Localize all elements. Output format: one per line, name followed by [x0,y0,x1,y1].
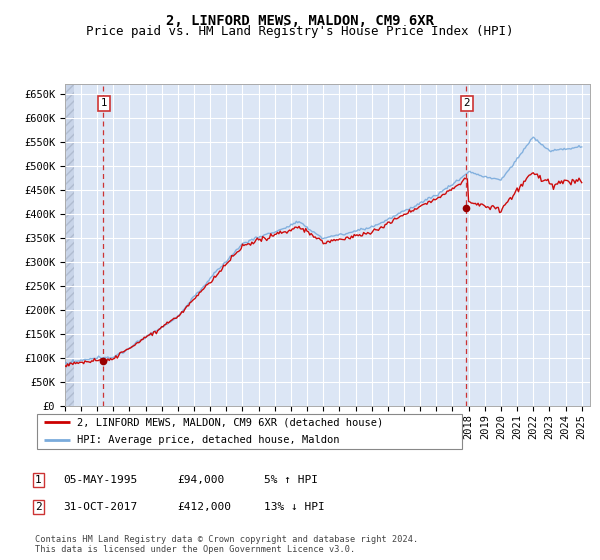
Text: Contains HM Land Registry data © Crown copyright and database right 2024.
This d: Contains HM Land Registry data © Crown c… [35,535,418,554]
Text: 13% ↓ HPI: 13% ↓ HPI [264,502,325,512]
Text: £94,000: £94,000 [177,475,224,485]
Text: 1: 1 [100,98,107,108]
Text: 05-MAY-1995: 05-MAY-1995 [63,475,137,485]
Text: £412,000: £412,000 [177,502,231,512]
Text: 2: 2 [35,502,41,512]
Text: 5% ↑ HPI: 5% ↑ HPI [264,475,318,485]
Text: 1: 1 [35,475,41,485]
Text: 2, LINFORD MEWS, MALDON, CM9 6XR (detached house): 2, LINFORD MEWS, MALDON, CM9 6XR (detach… [77,417,383,427]
Text: 2: 2 [463,98,470,108]
Text: Price paid vs. HM Land Registry's House Price Index (HPI): Price paid vs. HM Land Registry's House … [86,25,514,38]
Text: 31-OCT-2017: 31-OCT-2017 [63,502,137,512]
Text: HPI: Average price, detached house, Maldon: HPI: Average price, detached house, Mald… [77,435,340,445]
Bar [65,84,74,406]
Text: 2, LINFORD MEWS, MALDON, CM9 6XR: 2, LINFORD MEWS, MALDON, CM9 6XR [166,14,434,28]
FancyBboxPatch shape [37,413,462,449]
